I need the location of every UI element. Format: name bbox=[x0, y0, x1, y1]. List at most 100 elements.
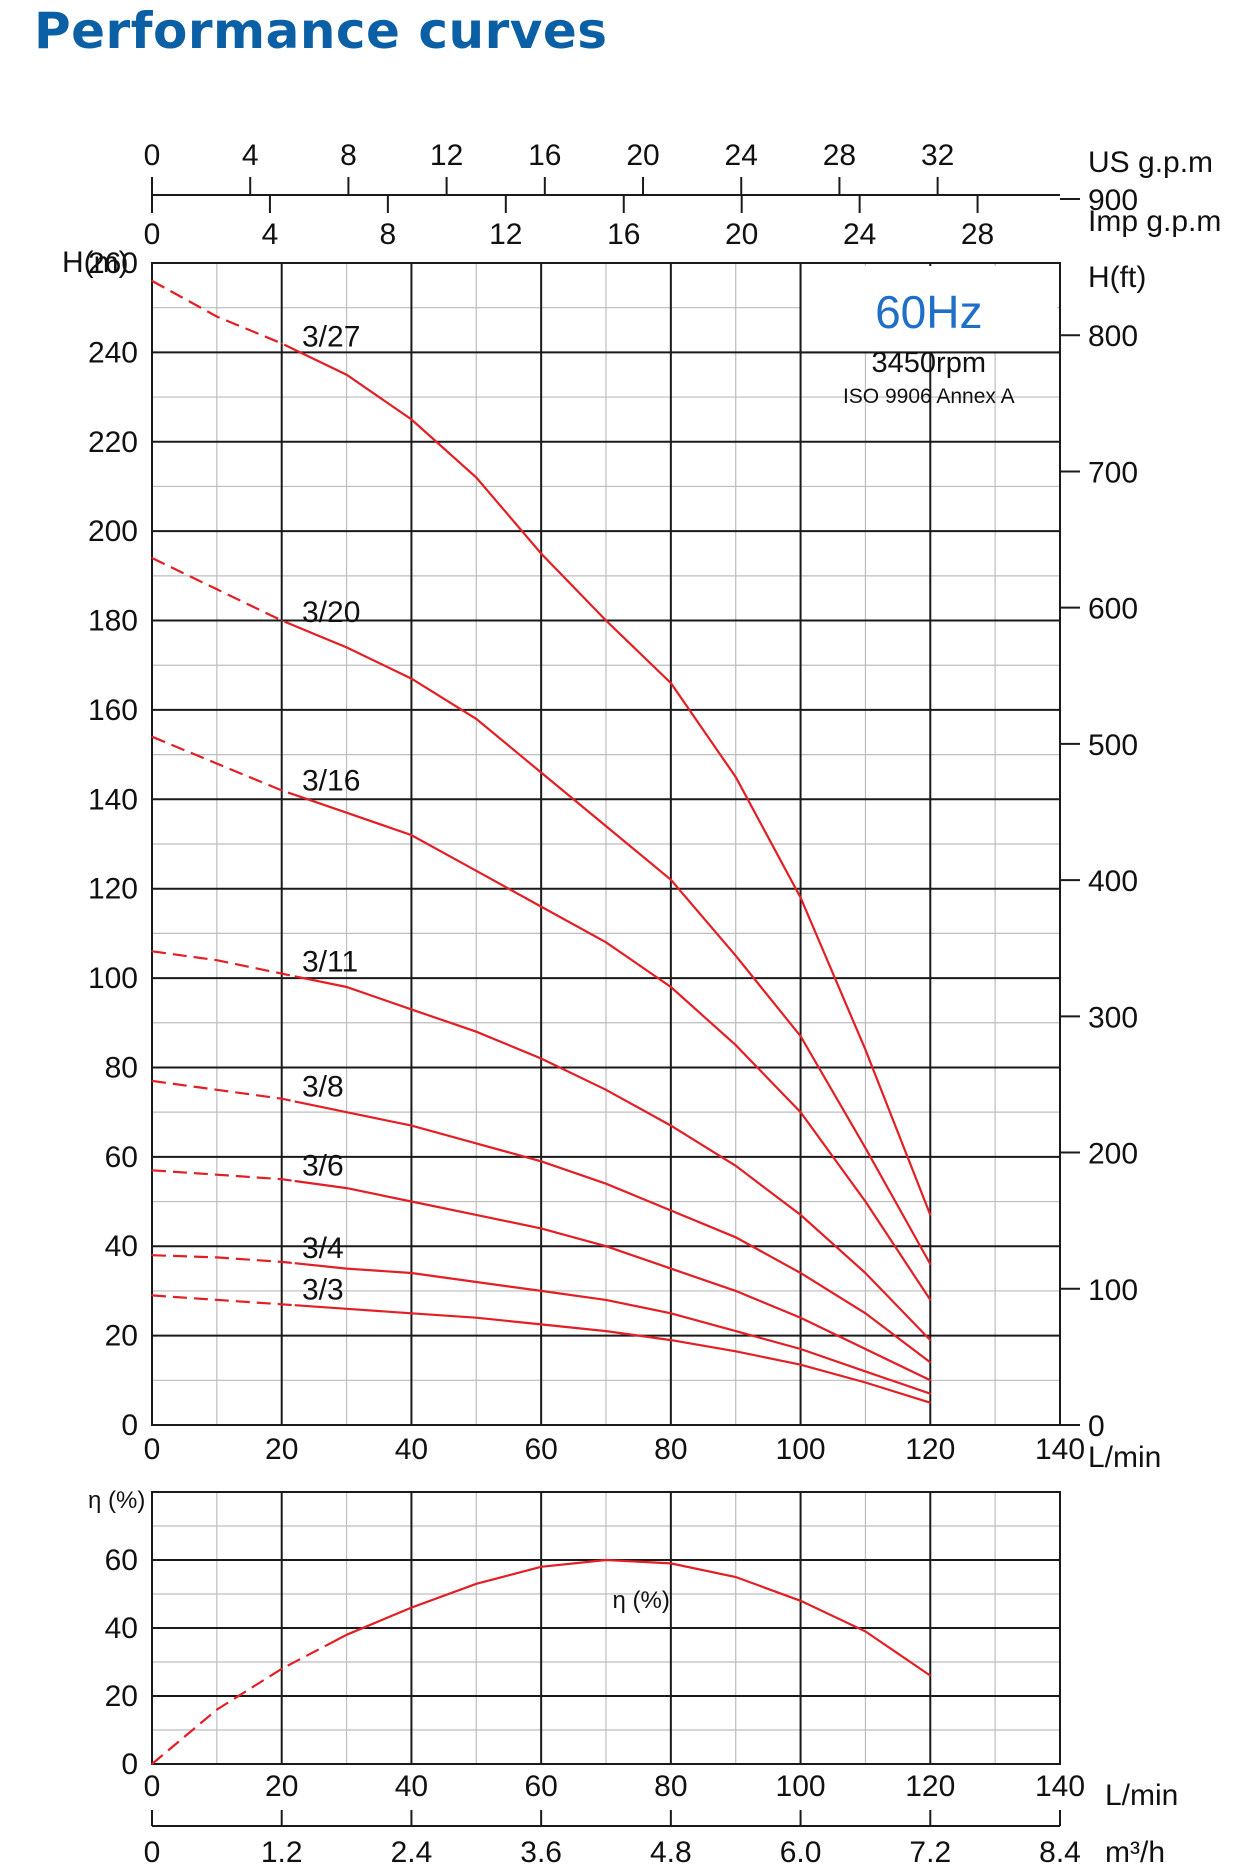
impgpm-tick-label: 4 bbox=[262, 218, 279, 251]
y-tick-label: 0 bbox=[121, 1409, 138, 1442]
curve-3-20-point bbox=[864, 1147, 867, 1149]
m3h-tick-label: 7.2 bbox=[909, 1836, 951, 1869]
curve-3-16-point bbox=[864, 1200, 867, 1203]
impgpm-tick-label: 28 bbox=[961, 218, 994, 251]
eff-frame bbox=[151, 1491, 1061, 1765]
curve-3-20-point bbox=[734, 954, 737, 957]
y-tick-label: 240 bbox=[88, 336, 138, 369]
usgpm-tick-label: 0 bbox=[144, 139, 161, 172]
curve-3-11-point bbox=[151, 950, 153, 953]
efficiency-curve-label: η (%) bbox=[612, 1587, 669, 1614]
eff-grid bbox=[152, 1492, 1060, 1764]
curve-3-4-point bbox=[345, 1267, 348, 1270]
curve-3-6-line bbox=[294, 1179, 931, 1382]
curve-3-16-point bbox=[280, 789, 283, 792]
curve-3-3-line bbox=[294, 1304, 931, 1404]
eff-x-tick-label: 20 bbox=[265, 1770, 298, 1803]
curve-3-4-point bbox=[605, 1299, 607, 1301]
curve-3-6-point bbox=[929, 1379, 932, 1382]
curve-3-4-point bbox=[540, 1290, 542, 1292]
curve-3-11-point bbox=[540, 1057, 542, 1060]
curve-3-16-point bbox=[216, 762, 218, 765]
curve-3-16-point bbox=[151, 735, 153, 738]
ft-tick-label: 300 bbox=[1088, 1001, 1138, 1034]
efficiency-curve-point bbox=[216, 1708, 218, 1711]
y-tick-label: 20 bbox=[105, 1320, 138, 1353]
curve-3-8-point bbox=[410, 1124, 413, 1127]
head-frame bbox=[151, 262, 1061, 1426]
curve-3-8-point bbox=[475, 1142, 478, 1145]
curve-3-6-point bbox=[799, 1316, 802, 1319]
curve-3-6-point bbox=[151, 1169, 153, 1172]
info-speed: 3450rpm bbox=[872, 347, 986, 379]
efficiency-curve-point bbox=[280, 1668, 283, 1670]
y-axis-title: H(m) bbox=[62, 246, 129, 279]
y-tick-label: 40 bbox=[105, 1230, 138, 1263]
efficiency-curve-point bbox=[734, 1576, 737, 1578]
curve-3-8-dashed bbox=[151, 1079, 295, 1103]
curve-3-8-point bbox=[216, 1089, 218, 1091]
ft-tick-label: 500 bbox=[1088, 729, 1138, 762]
ft-tick-label: 900 bbox=[1088, 184, 1138, 217]
curve-3-6-point bbox=[734, 1290, 737, 1292]
curve-3-27-point bbox=[734, 776, 737, 778]
curve-3-20-point bbox=[280, 619, 283, 622]
curve-3-6-point bbox=[410, 1200, 413, 1203]
curve-3-3-point bbox=[410, 1312, 413, 1315]
page-title: Performance curves bbox=[34, 2, 608, 60]
impgpm-title: Imp g.p.m bbox=[1088, 205, 1221, 238]
m3h-tick-label: 6.0 bbox=[780, 1836, 822, 1869]
eff-y-tick-label: 20 bbox=[105, 1680, 138, 1713]
eff-x-axis-title: L/min bbox=[1105, 1779, 1178, 1812]
y-tick-label: 80 bbox=[105, 1051, 138, 1084]
curve-3-27-line bbox=[294, 348, 932, 1216]
usgpm-tick-label: 28 bbox=[823, 139, 856, 172]
y-tick-label: 60 bbox=[105, 1141, 138, 1174]
x-tick-label: 60 bbox=[524, 1433, 557, 1466]
curve-3-11-point bbox=[475, 1030, 478, 1033]
x-tick-label: 140 bbox=[1035, 1433, 1085, 1466]
curve-3-11-point bbox=[799, 1214, 802, 1216]
ft-tick-label: 100 bbox=[1088, 1274, 1138, 1307]
curve-3-16-point bbox=[540, 905, 542, 908]
curve-label: 3/27 bbox=[302, 320, 360, 353]
info-box-bg bbox=[800, 266, 1057, 353]
curve-3-20-point bbox=[605, 825, 607, 827]
ft-tick-label: 800 bbox=[1088, 320, 1138, 353]
y-tick-label: 140 bbox=[88, 783, 138, 816]
curve-3-20-line bbox=[294, 624, 932, 1265]
y-tick-label: 100 bbox=[88, 962, 138, 995]
eff-x-tick-label: 100 bbox=[776, 1770, 826, 1803]
m3h-title: m³/h bbox=[1105, 1836, 1165, 1869]
curve-label: 3/16 bbox=[302, 765, 360, 798]
curve-3-6-point bbox=[670, 1267, 672, 1270]
ft-tick-label: 200 bbox=[1088, 1138, 1138, 1171]
x-tick-label: 100 bbox=[776, 1433, 826, 1466]
curve-3-20-point bbox=[670, 878, 672, 881]
curve-3-27-point bbox=[540, 552, 542, 555]
efficiency-curve-point bbox=[151, 1763, 153, 1765]
curve-3-16-point bbox=[670, 986, 672, 988]
y-tick-label: 220 bbox=[88, 426, 138, 459]
curve-3-6-point bbox=[605, 1245, 607, 1248]
curve-3-11-point bbox=[670, 1124, 672, 1127]
curve-3-16-point bbox=[929, 1299, 932, 1301]
curve-3-4-point bbox=[410, 1272, 413, 1274]
efficiency-curve-point bbox=[540, 1566, 542, 1568]
curve-3-16-point bbox=[734, 1044, 737, 1046]
m3h-tick-label: 8.4 bbox=[1039, 1836, 1081, 1869]
eff-x-tick-label: 80 bbox=[654, 1770, 687, 1803]
curve-3-3-point bbox=[280, 1303, 283, 1306]
ft-axis-title: H(ft) bbox=[1088, 261, 1146, 294]
curve-3-27-point bbox=[929, 1214, 932, 1216]
curve-3-3-point bbox=[345, 1308, 348, 1310]
curve-3-20-point bbox=[410, 677, 413, 680]
m3h-tick-label: 4.8 bbox=[650, 1836, 692, 1869]
eff-y-axis-title: η (%) bbox=[88, 1487, 145, 1514]
curve-3-11-point bbox=[345, 986, 348, 988]
usgpm-tick-label: 4 bbox=[242, 139, 259, 172]
x-tick-label: 0 bbox=[144, 1433, 161, 1466]
info-standard: ISO 9906 Annex A bbox=[843, 385, 1015, 408]
curve-3-4-dashed bbox=[151, 1254, 295, 1265]
